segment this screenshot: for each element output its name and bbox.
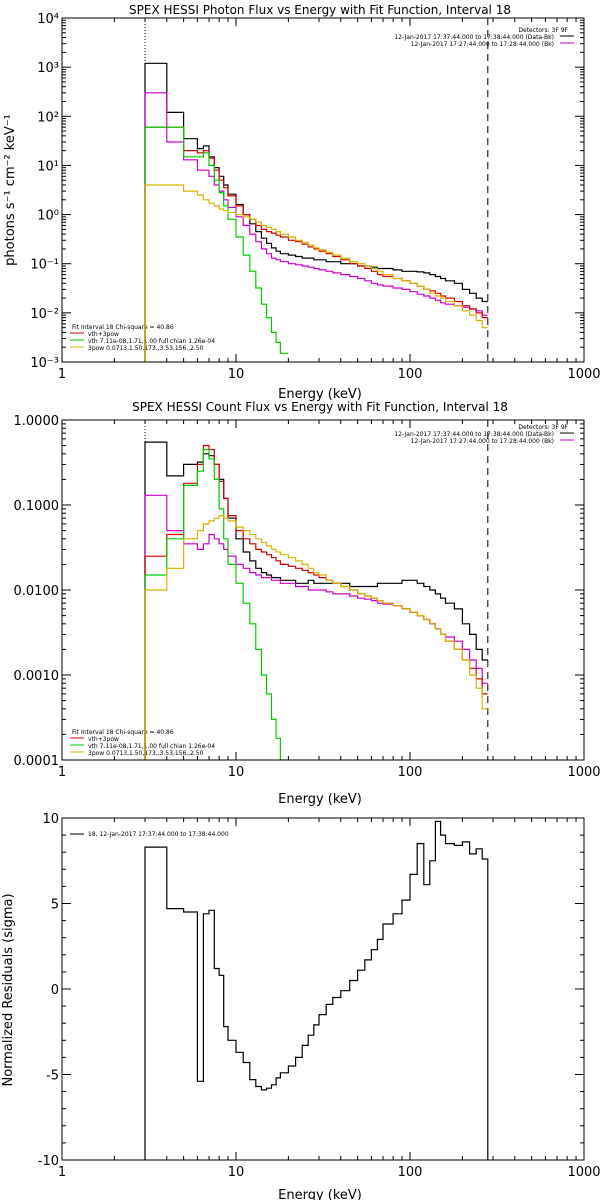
x-tick-label: 10: [228, 1165, 245, 1180]
series-vth: [144, 448, 289, 760]
panel-title: SPEX HESSI Photon Flux vs Energy with Fi…: [129, 3, 511, 17]
y-tick-label: 0.0001: [14, 754, 60, 769]
x-axis-label: Energy (keV): [278, 1188, 362, 1200]
legend-data-bk: 12-Jan-2017 17:37:44.000 to 17:38:44.000…: [394, 34, 554, 41]
legend-interval: 18, 12-Jan-2017 17:37:44.000 to 17:38:44…: [88, 831, 229, 838]
x-tick-label: 1000: [567, 765, 600, 780]
residuals-panel: Energy (keV) Normalized Residuals (sigma…: [1, 812, 600, 1200]
x-tick-label: 1: [58, 1165, 66, 1180]
y-tick-label: 10⁻¹: [30, 258, 59, 273]
legend-data-bk: 12-Jan-2017 17:37:44.000 to 17:38:44.000…: [394, 431, 554, 438]
series-data-bk: [144, 441, 488, 760]
legend-3pow: 3pow 0.0713,1.50,173.,3.53,156.,2.50: [88, 750, 204, 757]
y-tick-label: -5: [46, 1069, 59, 1084]
legend-vth: vth 7.11e-08,1.71,1.00 full chian 1.26e-…: [88, 743, 215, 750]
x-tick-label: 1: [58, 367, 66, 382]
legend-detectors: Detectors: 3F 9F: [518, 27, 568, 34]
series-residuals: [144, 820, 489, 1160]
y-tick-label: 5: [51, 898, 59, 913]
y-tick-label: 0.0100: [14, 584, 60, 599]
x-tick-label: 1000: [567, 367, 600, 382]
legend-vth-3pow: vth+3pow: [88, 331, 119, 338]
legend-3pow: 3pow 0.0713,1.50,173.,3.53,156.,2.50: [88, 345, 204, 352]
y-tick-label: 10⁻³: [30, 356, 59, 371]
x-tick-label: 100: [398, 367, 423, 382]
x-tick-label: 1: [58, 765, 66, 780]
series-data-bk: [144, 62, 488, 362]
series-vth-3pow: [144, 126, 488, 362]
x-tick-label: 10: [228, 367, 245, 382]
y-tick-label: 10⁻²: [30, 307, 59, 322]
x-axis-label: Energy (keV): [278, 387, 362, 402]
y-tick-label: 10⁴: [37, 12, 59, 27]
y-tick-label: 10¹: [37, 159, 59, 174]
series-bk: [144, 494, 488, 760]
plot-frame: [61, 419, 585, 761]
x-tick-label: 1000: [567, 1165, 600, 1180]
x-axis-label: Energy (keV): [278, 792, 362, 807]
y-tick-label: -10: [38, 1154, 59, 1169]
series-bk: [144, 92, 488, 362]
y-tick-label: 10²: [37, 110, 59, 125]
legend-fit-interval: Fit Interval 18 Chi-square = 40.86: [72, 324, 174, 331]
legend-fit-interval: Fit Interval 18 Chi-square = 40.86: [72, 729, 174, 736]
y-tick-label: 0.1000: [14, 499, 60, 514]
y-axis-label: photons s⁻¹ cm⁻² keV⁻¹: [3, 114, 18, 266]
count-flux-panel: SPEX HESSI Count Flux vs Energy with Fit…: [14, 400, 600, 807]
y-tick-label: 10⁰: [37, 209, 59, 224]
y-tick-label: 0: [51, 983, 59, 998]
photon-flux-panel: SPEX HESSI Photon Flux vs Energy with Fi…: [3, 3, 600, 402]
panel-title: SPEX HESSI Count Flux vs Energy with Fit…: [132, 400, 508, 414]
legend-vth: vth 7.11e-08,1.71,1.00 full chian 1.26e-…: [88, 338, 215, 345]
legend-vth-3pow: vth+3pow: [88, 736, 119, 743]
y-tick-label: 10: [42, 812, 59, 827]
series-vth-3pow: [144, 445, 488, 760]
x-tick-label: 100: [398, 1165, 423, 1180]
y-axis-label: Normalized Residuals (sigma): [1, 893, 16, 1086]
legend-bk: 12-Jan-2017 17:27:44.000 to 17:28:44.000…: [411, 41, 554, 48]
legend-detectors: Detectors: 3F 9F: [518, 424, 568, 431]
legend-bk: 12-Jan-2017 17:27:44.000 to 17:28:44.000…: [411, 438, 554, 445]
x-tick-label: 10: [228, 765, 245, 780]
y-tick-label: 10³: [37, 61, 59, 76]
x-tick-label: 100: [398, 765, 423, 780]
series-3pow: [144, 515, 488, 760]
plot-frame: [61, 17, 585, 363]
plot-frame: [61, 817, 585, 1161]
y-tick-label: 1.0000: [14, 414, 60, 429]
series-3pow: [144, 184, 488, 362]
series-vth: [144, 126, 289, 362]
y-tick-label: 0.0010: [14, 669, 60, 684]
